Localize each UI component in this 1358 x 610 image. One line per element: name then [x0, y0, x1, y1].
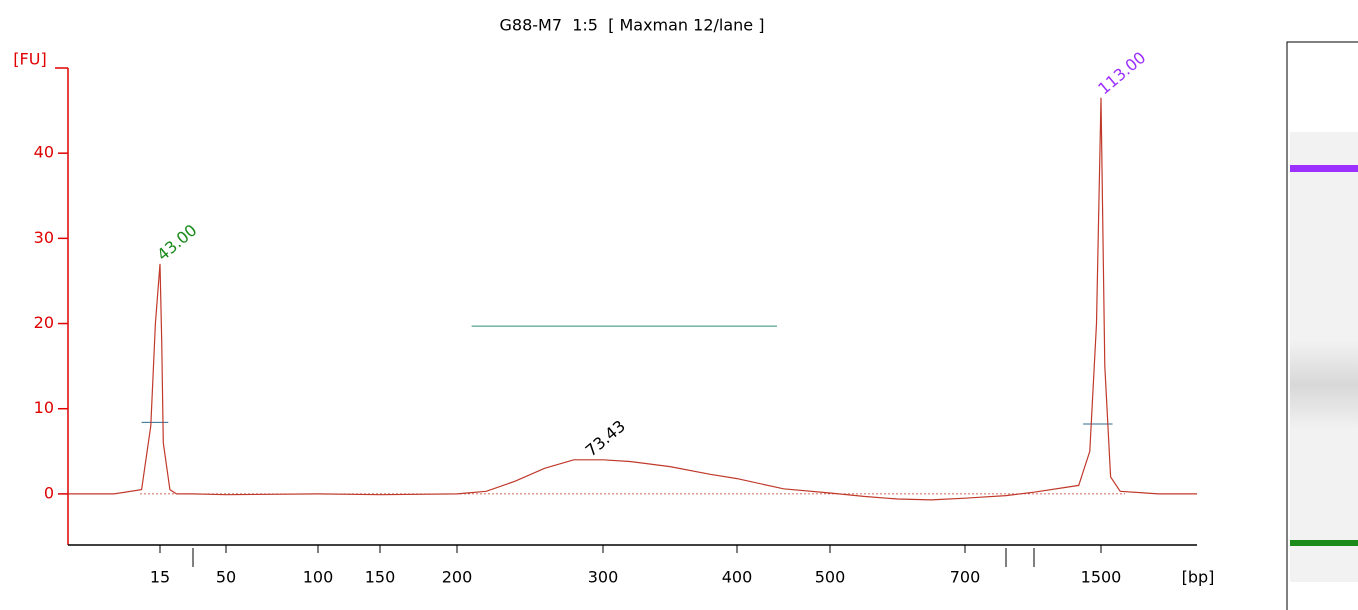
y-axis-label: [FU]	[13, 50, 46, 69]
y-tick-label: 20	[34, 313, 54, 332]
y-tick-label: 40	[34, 143, 54, 162]
x-tick-label: 1500	[1081, 568, 1122, 587]
peak-label: 73.43	[582, 416, 629, 460]
x-tick-label: 50	[216, 568, 236, 587]
peak-label: 43.00	[153, 220, 200, 264]
trace	[68, 97, 1197, 501]
x-tick-label: 150	[365, 568, 396, 587]
x-tick-label: 200	[442, 568, 473, 587]
gel-lane	[1286, 41, 1358, 610]
y-tick-label: 30	[34, 228, 54, 247]
y-tick-label: 10	[34, 398, 54, 417]
gel-smear	[1290, 340, 1358, 430]
x-axis-label: [bp]	[1182, 568, 1215, 587]
x-tick-label: 15	[150, 568, 170, 587]
x-tick-label: 500	[815, 568, 846, 587]
x-tick-label: 300	[588, 568, 619, 587]
gel-band-upper	[1290, 165, 1358, 172]
x-tick-label: 400	[722, 568, 753, 587]
peak-label: 113.00	[1094, 48, 1149, 99]
y-tick-label: 0	[44, 483, 54, 502]
chart-title: G88-M7 1:5 [ Maxman 12/lane ]	[500, 16, 765, 35]
x-tick-label: 700	[950, 568, 981, 587]
x-tick-label: 100	[303, 568, 334, 587]
gel-band-lower	[1290, 540, 1358, 546]
